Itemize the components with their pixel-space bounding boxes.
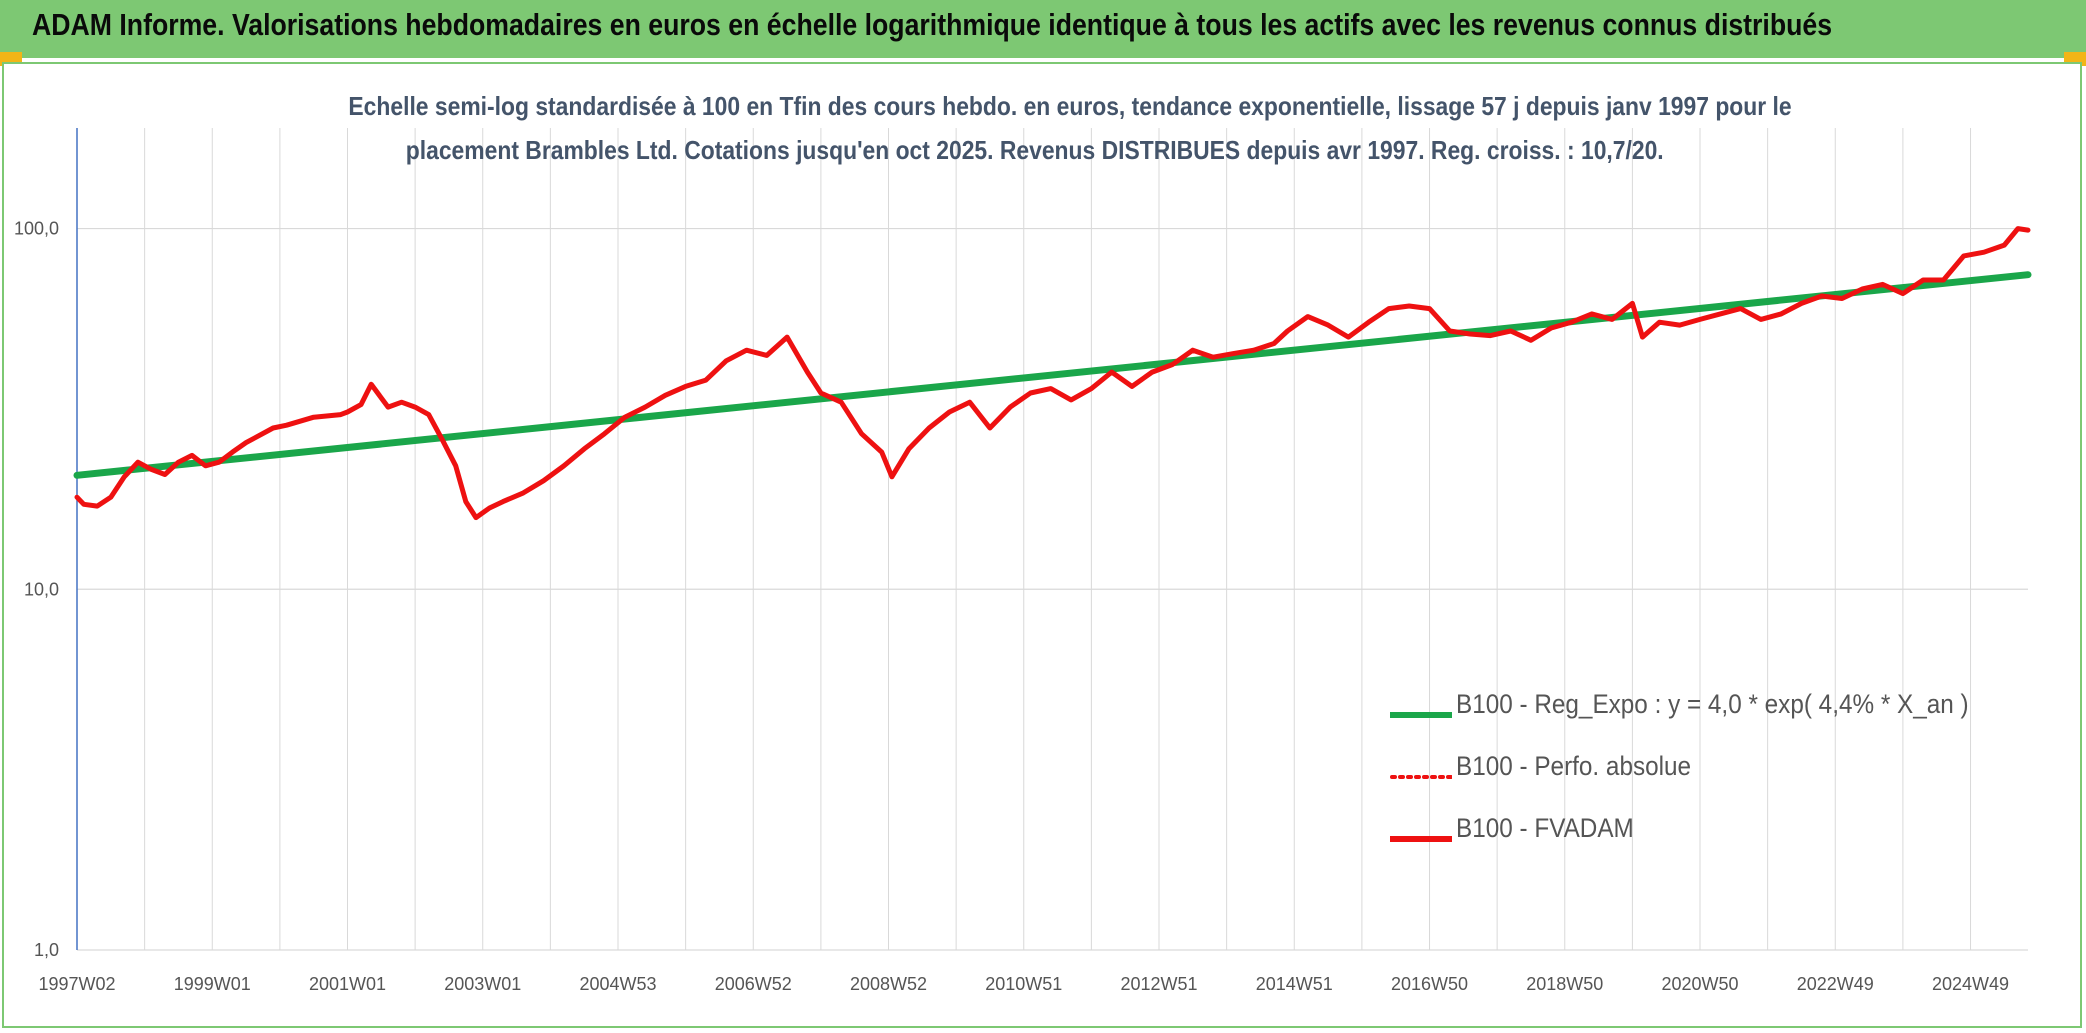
chart-title-line-2: placement Brambles Ltd. Cotations jusqu'…	[406, 135, 1664, 165]
x-tick-label: 2012W51	[1120, 974, 1197, 994]
legend-label-perfo: B100 - Perfo. absolue	[1456, 751, 1692, 781]
series-line-2	[74, 226, 2031, 521]
x-tick-label: 2001W01	[309, 974, 386, 994]
y-tick-label: 100,0	[14, 219, 59, 239]
header-banner: ADAM Informe. Valorisations hebdomadaire…	[0, 0, 2086, 58]
report-title: ADAM Informe. Valorisations hebdomadaire…	[32, 7, 1833, 42]
x-tick-label: 1997W02	[38, 974, 115, 994]
x-tick-label: 2016W50	[1391, 974, 1468, 994]
x-tick-label: 2018W50	[1526, 974, 1603, 994]
legend-item-perfo: B100 - Perfo. absolue	[1390, 745, 2040, 807]
series-line-0	[73, 271, 2032, 479]
legend-swatch-fvadam	[1390, 836, 1452, 842]
chart-title: Echelle semi-log standardisée à 100 en T…	[250, 84, 1820, 172]
x-tick-label: 2003W01	[444, 974, 521, 994]
legend-label-fvadam: B100 - FVADAM	[1456, 813, 1634, 843]
x-tick-label: 2024W49	[1932, 974, 2009, 994]
y-tick-label: 1,0	[34, 940, 59, 960]
tick-labels: 1,0 10,0 100,0 1997W02 1999W01 2001W01 2003W01…	[14, 219, 2009, 994]
legend-swatch-perfo	[1390, 775, 1452, 779]
x-tick-label: 2010W51	[985, 974, 1062, 994]
x-tick-label: 2006W52	[715, 974, 792, 994]
chart-title-line-1: Echelle semi-log standardisée à 100 en T…	[348, 91, 1792, 121]
x-tick-label: 2014W51	[1256, 974, 1333, 994]
chart-frame	[2, 62, 2082, 1028]
legend-item-trend: B100 - Reg_Expo : y = 4,0 * exp( 4,4% * …	[1390, 683, 2040, 745]
legend: B100 - Reg_Expo : y = 4,0 * exp( 4,4% * …	[1390, 683, 2040, 869]
series-layer	[73, 226, 2032, 521]
legend-swatch-trend	[1390, 712, 1452, 718]
x-tick-label: 2008W52	[850, 974, 927, 994]
x-tick-label: 2020W50	[1661, 974, 1738, 994]
legend-item-fvadam: B100 - FVADAM	[1390, 807, 2040, 869]
legend-label-trend: B100 - Reg_Expo : y = 4,0 * exp( 4,4% * …	[1456, 689, 1969, 719]
y-tick-label: 10,0	[24, 579, 59, 599]
x-tick-label: 1999W01	[174, 974, 251, 994]
x-tick-label: 2022W49	[1797, 974, 1874, 994]
x-tick-label: 2004W53	[579, 974, 656, 994]
